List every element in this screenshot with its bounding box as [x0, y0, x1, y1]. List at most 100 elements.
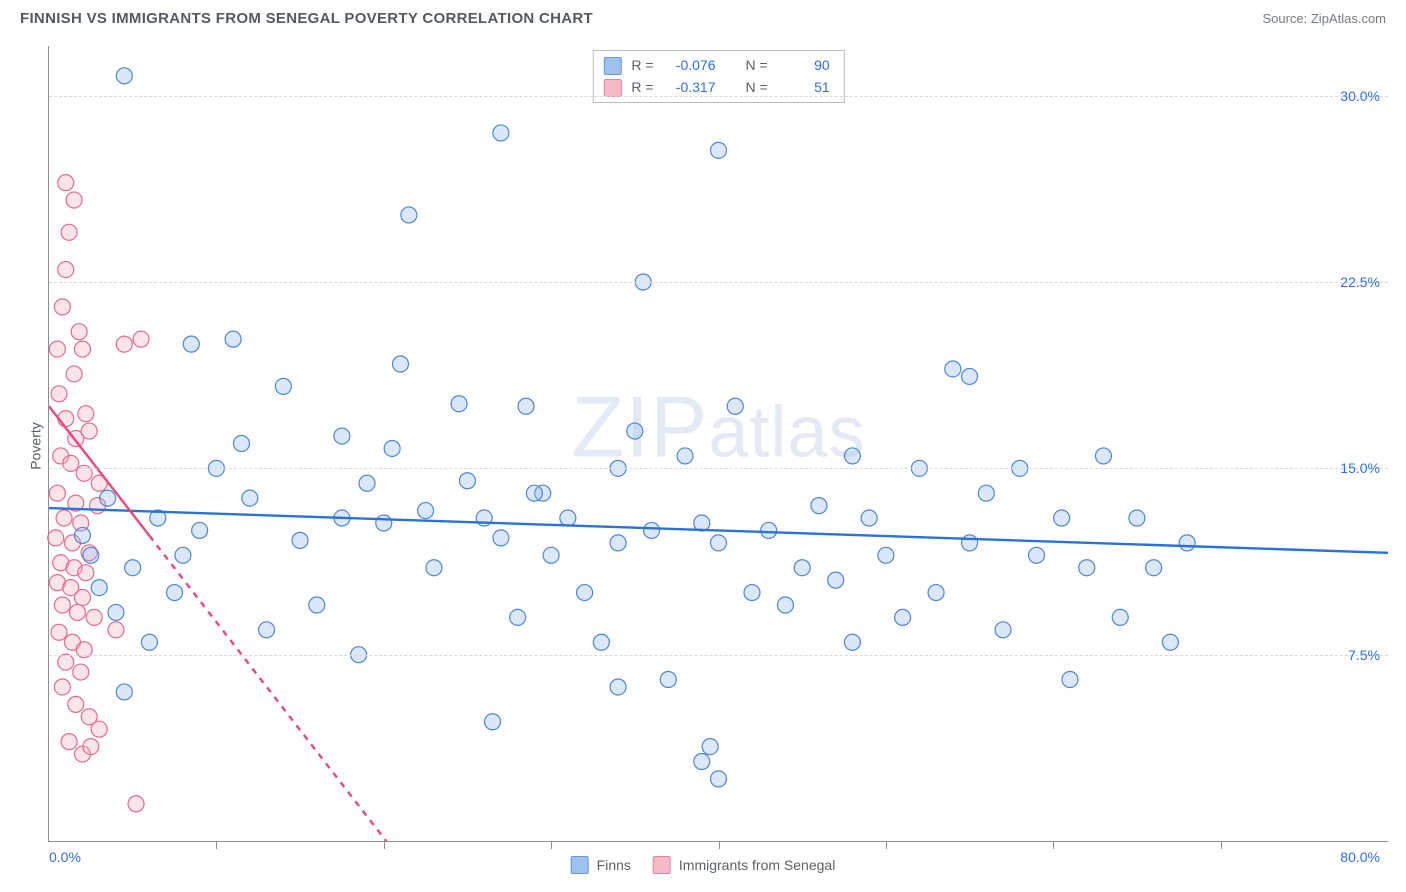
swatch-icon — [571, 856, 589, 874]
source-attribution: Source: ZipAtlas.com — [1262, 11, 1386, 26]
scatter-point — [73, 664, 89, 680]
scatter-point — [74, 527, 90, 543]
scatter-point — [108, 604, 124, 620]
scatter-point — [627, 423, 643, 439]
scatter-point — [1054, 510, 1070, 526]
scatter-point — [962, 368, 978, 384]
scatter-point — [69, 604, 85, 620]
scatter-point — [1079, 560, 1095, 576]
scatter-point — [392, 356, 408, 372]
scatter-point — [744, 585, 760, 601]
scatter-point — [895, 609, 911, 625]
scatter-point — [660, 672, 676, 688]
scatter-point — [577, 585, 593, 601]
scatter-point — [1162, 634, 1178, 650]
scatter-point — [292, 532, 308, 548]
scatter-point — [91, 580, 107, 596]
scatter-point — [794, 560, 810, 576]
scatter-point — [56, 510, 72, 526]
swatch-icon — [653, 856, 671, 874]
scatter-point — [54, 299, 70, 315]
gridline — [49, 96, 1388, 97]
trend-line — [149, 536, 1388, 892]
scatter-point — [192, 522, 208, 538]
scatter-point — [593, 634, 609, 650]
scatter-point — [48, 530, 64, 546]
scatter-point — [451, 396, 467, 412]
scatter-svg — [49, 46, 1388, 841]
scatter-point — [83, 739, 99, 755]
scatter-point — [167, 585, 183, 601]
scatter-point — [116, 68, 132, 84]
scatter-point — [811, 498, 827, 514]
scatter-point — [66, 192, 82, 208]
x-tick — [551, 841, 552, 849]
scatter-point — [71, 324, 87, 340]
scatter-point — [418, 503, 434, 519]
scatter-point — [225, 331, 241, 347]
chart-title: FINNISH VS IMMIGRANTS FROM SENEGAL POVER… — [20, 10, 593, 27]
scatter-point — [376, 515, 392, 531]
scatter-point — [309, 597, 325, 613]
scatter-point — [275, 378, 291, 394]
scatter-point — [761, 522, 777, 538]
scatter-point — [259, 622, 275, 638]
x-tick — [719, 841, 720, 849]
x-axis-min-label: 0.0% — [49, 849, 81, 865]
legend-label-senegal: Immigrants from Senegal — [679, 857, 835, 873]
scatter-point — [58, 654, 74, 670]
scatter-point — [1129, 510, 1145, 526]
scatter-point — [233, 436, 249, 452]
scatter-point — [359, 475, 375, 491]
scatter-point — [1029, 547, 1045, 563]
scatter-point — [141, 634, 157, 650]
scatter-point — [51, 624, 67, 640]
legend-item-senegal: Immigrants from Senegal — [653, 856, 835, 874]
scatter-point — [459, 473, 475, 489]
scatter-point — [493, 530, 509, 546]
scatter-point — [49, 485, 65, 501]
scatter-point — [1146, 560, 1162, 576]
scatter-point — [493, 125, 509, 141]
scatter-point — [694, 754, 710, 770]
scatter-point — [610, 535, 626, 551]
scatter-point — [58, 262, 74, 278]
scatter-point — [510, 609, 526, 625]
scatter-point — [711, 142, 727, 158]
scatter-point — [861, 510, 877, 526]
gridline — [49, 282, 1388, 283]
scatter-point — [560, 510, 576, 526]
scatter-point — [1112, 609, 1128, 625]
x-tick — [886, 841, 887, 849]
y-tick-label: 30.0% — [1340, 88, 1380, 104]
x-axis-max-label: 80.0% — [1340, 849, 1380, 865]
scatter-point — [844, 634, 860, 650]
legend-item-finns: Finns — [571, 856, 631, 874]
scatter-point — [81, 423, 97, 439]
scatter-point — [711, 771, 727, 787]
scatter-point — [777, 597, 793, 613]
scatter-point — [116, 336, 132, 352]
scatter-point — [183, 336, 199, 352]
scatter-point — [485, 714, 501, 730]
scatter-point — [945, 361, 961, 377]
scatter-point — [108, 622, 124, 638]
scatter-point — [426, 560, 442, 576]
scatter-point — [54, 679, 70, 695]
gridline — [49, 655, 1388, 656]
scatter-point — [51, 386, 67, 402]
scatter-point — [711, 535, 727, 551]
scatter-point — [133, 331, 149, 347]
plot-area: ZIPatlas R = -0.076 N = 90 R = -0.317 N … — [48, 46, 1388, 842]
scatter-point — [727, 398, 743, 414]
scatter-point — [978, 485, 994, 501]
scatter-point — [384, 440, 400, 456]
y-tick-label: 7.5% — [1348, 647, 1380, 663]
gridline — [49, 468, 1388, 469]
scatter-point — [61, 224, 77, 240]
x-tick — [1221, 841, 1222, 849]
x-tick — [1053, 841, 1054, 849]
scatter-point — [74, 590, 90, 606]
scatter-point — [54, 597, 70, 613]
scatter-point — [91, 721, 107, 737]
